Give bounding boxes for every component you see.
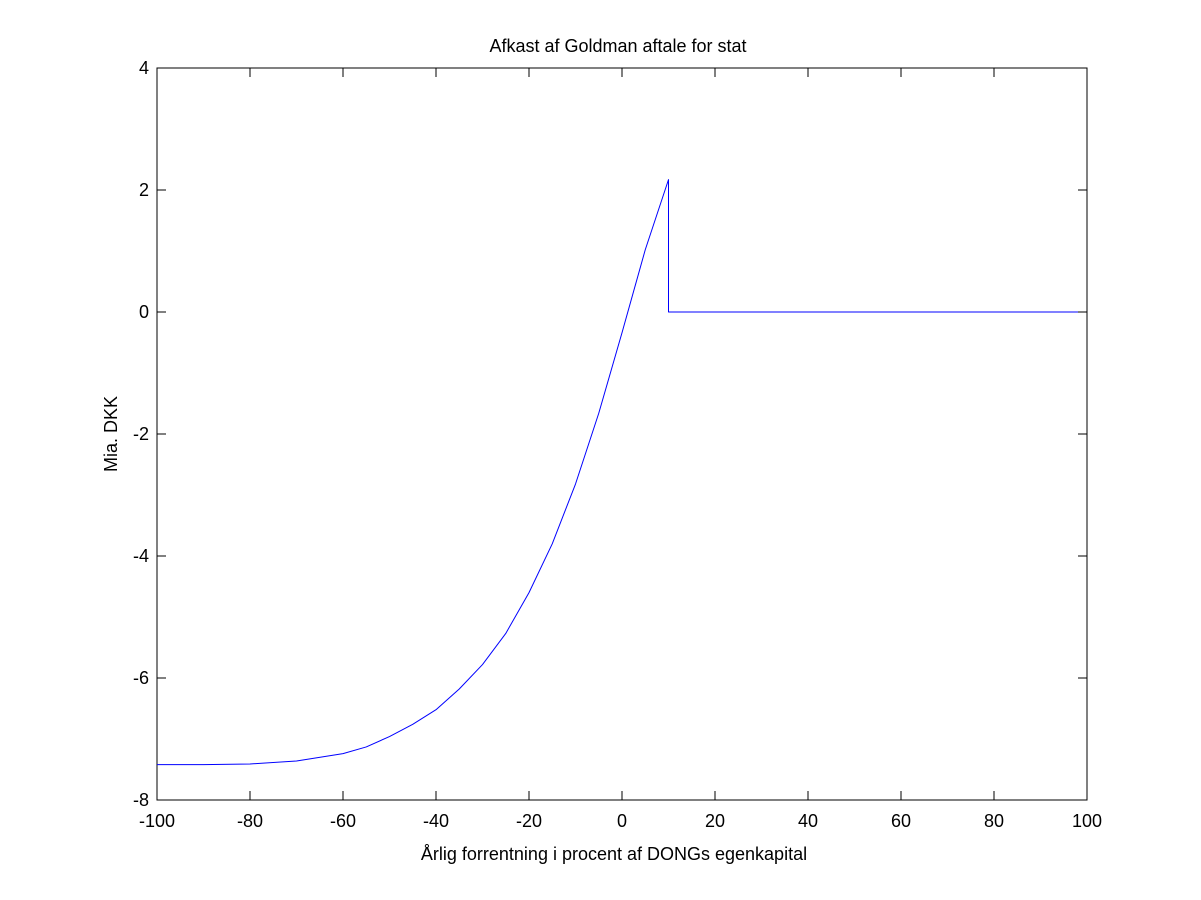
axes-frame — [156, 67, 1088, 801]
x-tick-label: -40 — [423, 811, 449, 831]
x-tick-label: 80 — [984, 811, 1004, 831]
x-tick-label: 40 — [798, 811, 818, 831]
y-tick-label: 4 — [139, 58, 149, 78]
x-tick-label: 0 — [617, 811, 627, 831]
x-tick-label: 20 — [705, 811, 725, 831]
y-tick-label: -6 — [133, 668, 149, 688]
x-tick-label: -100 — [139, 811, 175, 831]
x-tick-label: 100 — [1072, 811, 1102, 831]
y-tick-label: 0 — [139, 302, 149, 322]
chart-title: Afkast af Goldman aftale for stat — [489, 36, 746, 56]
y-tick-label: -2 — [133, 424, 149, 444]
x-tick-label: -60 — [330, 811, 356, 831]
x-axis-label: Årlig forrentning i procent af DONGs ege… — [421, 844, 807, 864]
x-tick-label: -80 — [237, 811, 263, 831]
plot-area — [156, 67, 1088, 801]
y-tick-label: -4 — [133, 546, 149, 566]
x-tick-label: 60 — [891, 811, 911, 831]
y-tick-label: -8 — [133, 790, 149, 810]
series-layer — [157, 179, 1087, 766]
series-line-0 — [157, 179, 1087, 766]
y-tick-label: 2 — [139, 180, 149, 200]
x-tick-label: -20 — [516, 811, 542, 831]
y-axis-label: Mia. DKK — [101, 396, 121, 472]
